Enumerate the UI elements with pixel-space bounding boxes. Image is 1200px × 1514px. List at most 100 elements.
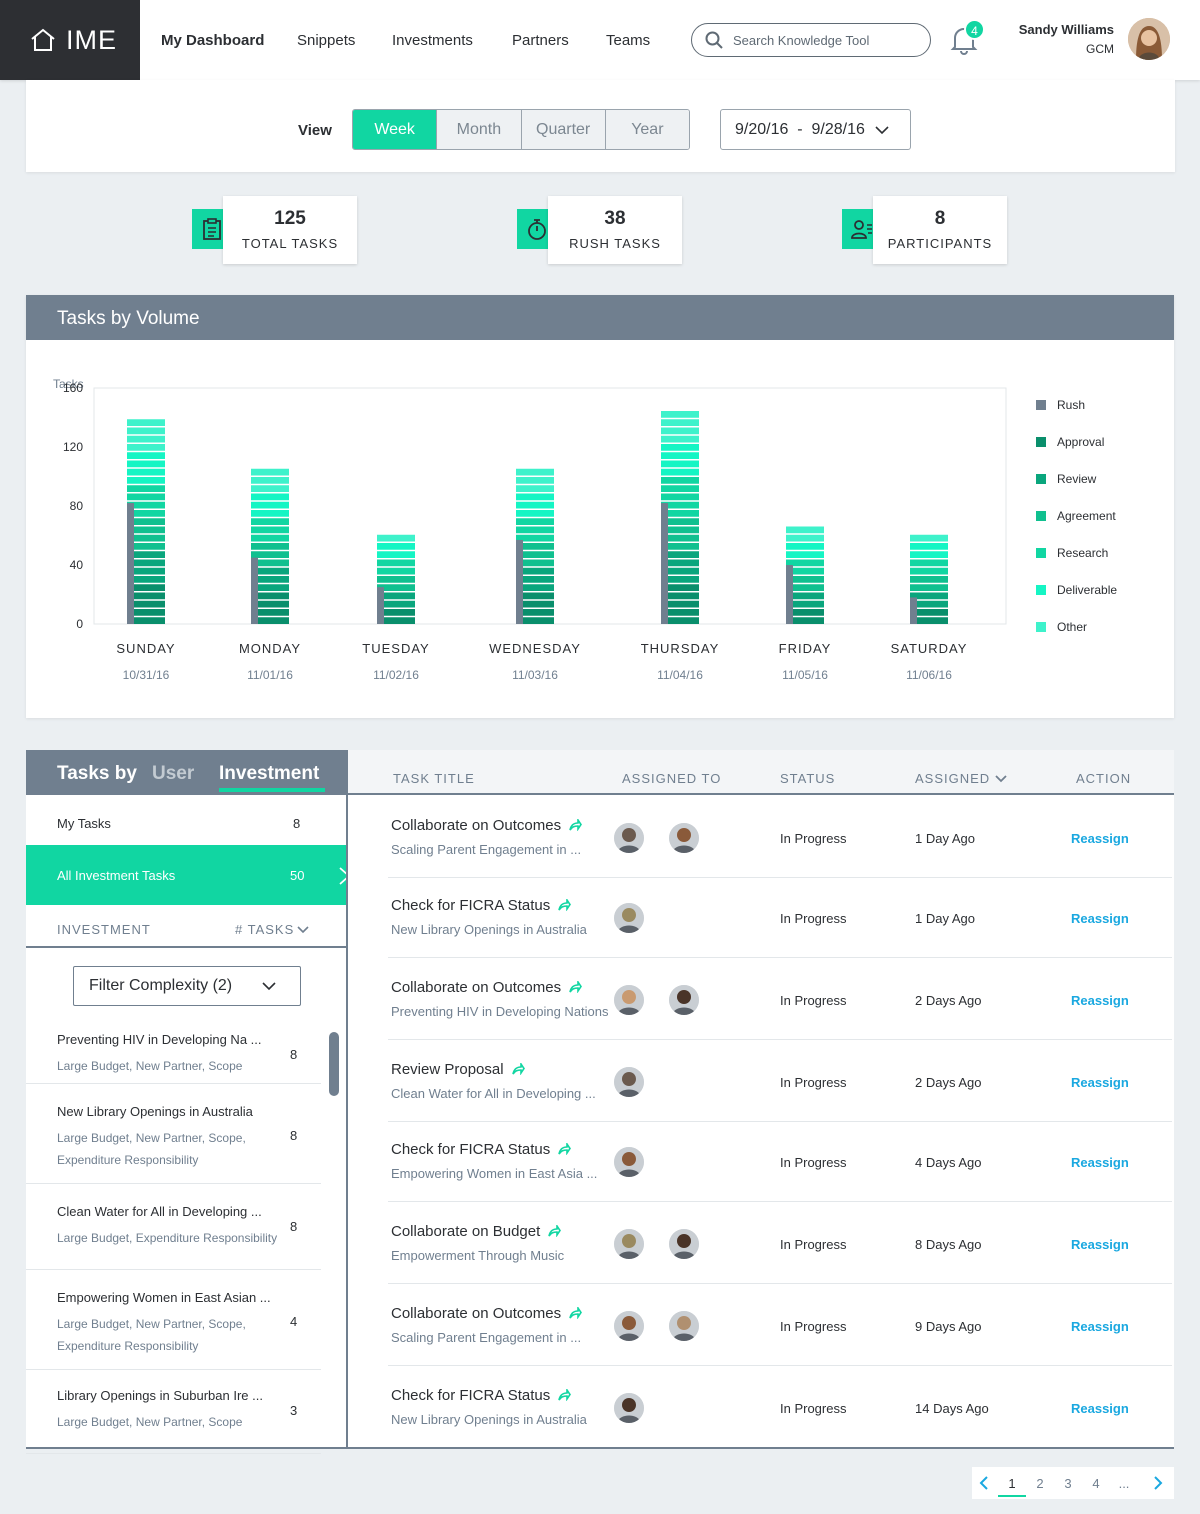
assignee-avatar[interactable]	[669, 1311, 699, 1341]
task-title[interactable]: Collaborate on Budget	[391, 1222, 562, 1241]
assignee-avatar[interactable]	[614, 1147, 644, 1177]
legend-item-rush[interactable]: Rush	[1036, 386, 1117, 423]
legend-item-agreement[interactable]: Agreement	[1036, 497, 1117, 534]
task-row[interactable]: Check for FICRA Status Empowering Women i…	[388, 1120, 1172, 1202]
bar-segment	[516, 567, 554, 575]
share-icon	[569, 978, 583, 997]
reassign-button[interactable]: Reassign	[1071, 993, 1129, 1008]
assignee-avatar[interactable]	[669, 1229, 699, 1259]
all-investment-tasks-item[interactable]	[26, 845, 368, 905]
tab-investment[interactable]: Investment	[219, 763, 325, 792]
reassign-button[interactable]: Reassign	[1071, 1401, 1129, 1416]
legend-item-other[interactable]: Other	[1036, 608, 1117, 645]
task-title[interactable]: Check for FICRA Status	[391, 1386, 572, 1405]
x-tick-date: 11/04/16	[657, 668, 703, 682]
assignee-avatar[interactable]	[614, 1067, 644, 1097]
nav-snippets[interactable]: Snippets	[297, 32, 356, 49]
period-month[interactable]: Month	[437, 110, 522, 149]
bar-segment	[251, 510, 289, 517]
investment-item[interactable]: New Library Openings in Australia Large B…	[26, 1092, 321, 1184]
assignee-avatar[interactable]	[614, 985, 644, 1015]
share-icon	[548, 1222, 562, 1241]
reassign-button[interactable]: Reassign	[1071, 1319, 1129, 1334]
user-name[interactable]: Sandy Williams	[1018, 22, 1114, 37]
assignee-avatar[interactable]	[614, 823, 644, 853]
legend-item-deliverable[interactable]: Deliverable	[1036, 571, 1117, 608]
bar-saturday[interactable]	[910, 534, 948, 624]
task-status: In Progress	[780, 911, 847, 926]
my-tasks-label[interactable]: My Tasks	[57, 816, 111, 831]
task-title[interactable]: Collaborate on Outcomes	[391, 978, 583, 997]
bar-segment	[516, 501, 554, 509]
task-row[interactable]: Collaborate on Budget Empowerment Through…	[388, 1202, 1172, 1284]
investment-item[interactable]: Library Openings in Suburban Ire ... Larg…	[26, 1376, 321, 1454]
bar-thursday[interactable]	[661, 411, 699, 624]
nav-partners[interactable]: Partners	[512, 32, 569, 49]
col-assigned[interactable]: ASSIGNED	[915, 771, 991, 786]
page-2[interactable]: 2	[1036, 1475, 1044, 1491]
task-title[interactable]: Collaborate on Outcomes	[391, 1304, 583, 1323]
assignee-avatar[interactable]	[669, 985, 699, 1015]
search-input[interactable]: Search Knowledge Tool	[691, 23, 931, 57]
investment-item[interactable]: Preventing HIV in Developing Na ... Large…	[26, 1020, 321, 1084]
task-row[interactable]: Collaborate on Outcomes Preventing HIV in…	[388, 958, 1172, 1040]
reassign-button[interactable]: Reassign	[1071, 1075, 1129, 1090]
bar-wednesday[interactable]	[516, 468, 554, 624]
assignee-avatar[interactable]	[614, 1229, 644, 1259]
tab-user[interactable]: User	[152, 763, 195, 784]
bar-sunday[interactable]	[127, 419, 165, 624]
next-page-icon[interactable]	[1144, 1473, 1170, 1493]
nav-teams[interactable]: Teams	[606, 32, 651, 49]
filter-complexity-dropdown[interactable]: Filter Complexity (2)	[73, 966, 301, 1006]
bar-segment	[661, 584, 699, 591]
bar-friday[interactable]	[786, 526, 824, 625]
investment-item[interactable]: Empowering Women in East Asian ... Large …	[26, 1278, 321, 1370]
investment-item[interactable]: Clean Water for All in Developing ... Lar…	[26, 1192, 321, 1270]
assignee-avatar[interactable]	[669, 823, 699, 853]
page-3[interactable]: 3	[1064, 1475, 1072, 1491]
bar-tuesday[interactable]	[377, 534, 415, 624]
bar-segment	[377, 534, 415, 542]
assignee-avatar[interactable]	[614, 1311, 644, 1341]
task-row[interactable]: Collaborate on Outcomes Scaling Parent En…	[388, 796, 1172, 878]
legend-item-approval[interactable]: Approval	[1036, 423, 1117, 460]
legend-item-research[interactable]: Research	[1036, 534, 1117, 571]
task-status: In Progress	[780, 1319, 847, 1334]
period-year[interactable]: Year	[605, 110, 689, 149]
sort-chevron-icon[interactable]	[995, 774, 1007, 783]
reassign-button[interactable]: Reassign	[1071, 1237, 1129, 1252]
scrollbar-thumb[interactable]	[329, 1032, 339, 1096]
col-tasks[interactable]: # TASKS	[235, 922, 295, 937]
period-quarter[interactable]: Quarter	[521, 110, 606, 149]
assignee-avatar[interactable]	[614, 1393, 644, 1423]
task-title[interactable]: Check for FICRA Status	[391, 896, 572, 915]
task-title[interactable]: Collaborate on Outcomes	[391, 816, 583, 835]
investment-tag-line: Large Budget, New Partner, Scope	[57, 1415, 243, 1429]
sort-chevron-icon[interactable]	[297, 925, 309, 934]
nav-my-dashboard[interactable]: My Dashboard	[161, 32, 265, 49]
task-title[interactable]: Check for FICRA Status	[391, 1140, 572, 1159]
task-row[interactable]: Check for FICRA Status New Library Openin…	[388, 876, 1172, 958]
reassign-button[interactable]: Reassign	[1071, 911, 1129, 926]
reassign-button[interactable]: Reassign	[1071, 1155, 1129, 1170]
bar-segment	[251, 543, 289, 550]
prev-page-icon[interactable]	[972, 1473, 998, 1493]
reassign-button[interactable]: Reassign	[1071, 831, 1129, 846]
legend-item-review[interactable]: Review	[1036, 460, 1117, 497]
bar-segment	[661, 427, 699, 435]
nav-investments[interactable]: Investments	[392, 32, 473, 49]
bar-monday[interactable]	[251, 468, 289, 624]
period-week[interactable]: Week	[353, 110, 438, 149]
task-row[interactable]: Collaborate on Outcomes Scaling Parent En…	[388, 1284, 1172, 1366]
date-range-dropdown[interactable]: 9/20/16 - 9/28/16	[720, 109, 911, 150]
page-1[interactable]: 1	[998, 1476, 1026, 1497]
app-logo[interactable]: IME	[0, 0, 140, 80]
page-4[interactable]: 4	[1092, 1475, 1100, 1491]
task-row[interactable]: Review Proposal Clean Water for All in De…	[388, 1040, 1172, 1122]
investment-task-count: 8	[290, 1128, 298, 1143]
task-row[interactable]: Check for FICRA Status New Library Openin…	[388, 1366, 1172, 1448]
user-avatar[interactable]	[1128, 18, 1170, 60]
assignee-avatar[interactable]	[614, 903, 644, 933]
task-title[interactable]: Review Proposal	[391, 1060, 525, 1079]
bar-segment	[127, 600, 165, 608]
